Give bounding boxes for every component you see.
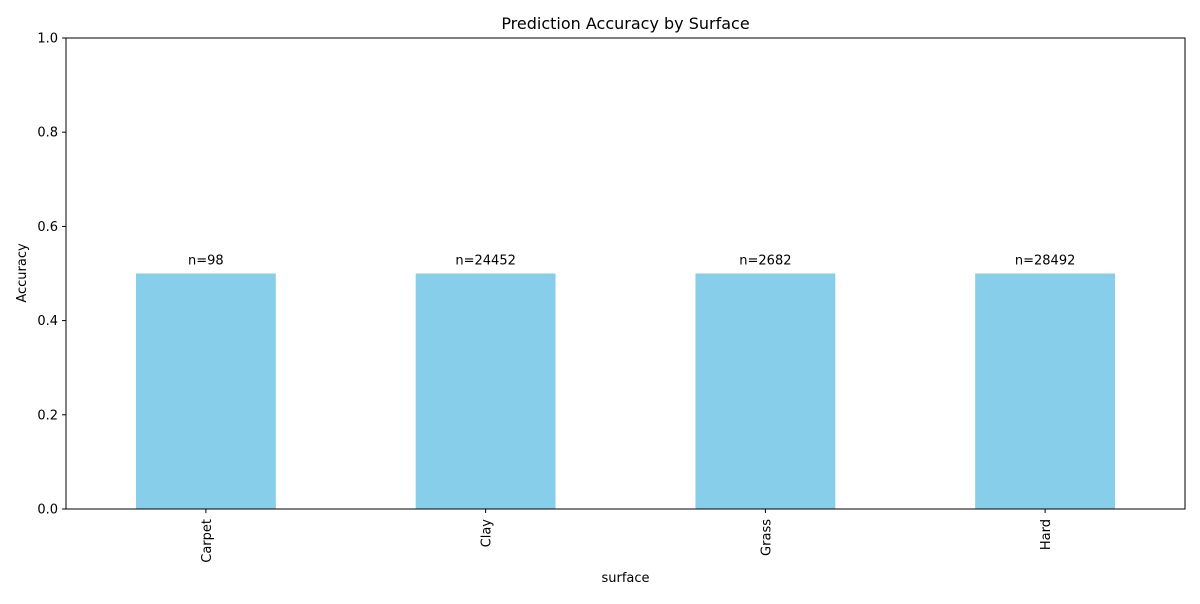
y-tick-label: 0.0 [37,503,58,518]
y-tick-label: 1.0 [37,32,58,47]
bar-label-clay: n=24452 [455,254,516,269]
y-tick-label: 0.4 [37,314,58,329]
chart-title: Prediction Accuracy by Surface [501,14,749,33]
bar-hard [975,273,1116,509]
x-tick-label-clay: Clay [480,519,495,548]
bar-label-grass: n=2682 [739,254,791,269]
y-axis-label: Accuracy [15,243,30,303]
bar-carpet [135,273,276,509]
bar-label-carpet: n=98 [188,254,224,269]
x-tick-label-carpet: Carpet [200,519,215,563]
bar-clay [415,273,556,509]
bar-grass [695,273,836,509]
plot-area: n=98 Carpet n=24452 Clay n=2682 Grass n=28492 H… [37,32,1186,563]
y-tick-label: 0.8 [37,126,58,141]
x-tick-label-grass: Grass [759,519,774,556]
axes-frame [65,37,1186,510]
x-tick-label-hard: Hard [1039,519,1054,550]
y-tick-label: 0.6 [37,220,58,235]
bar-label-hard: n=28492 [1015,254,1076,269]
y-tick-label: 0.2 [37,408,58,423]
x-axis-label: surface [601,571,649,586]
